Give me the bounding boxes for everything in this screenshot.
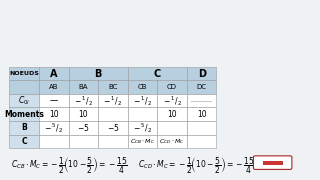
Bar (98, 107, 128, 121)
Bar (98, 80, 128, 94)
Text: NOEUDS: NOEUDS (9, 71, 39, 76)
Text: Moments: Moments (4, 110, 44, 119)
Bar (157, 107, 187, 121)
Text: C: C (21, 137, 27, 146)
Bar (157, 121, 187, 135)
Bar (157, 80, 187, 94)
Text: $-\,^{1}/_{2}$: $-\,^{1}/_{2}$ (103, 94, 122, 108)
FancyBboxPatch shape (253, 156, 292, 169)
Bar (9, 80, 39, 94)
Bar (98, 135, 128, 148)
Bar (39, 80, 68, 94)
Text: BA: BA (79, 84, 88, 90)
Text: $C_{CD}\cdot M_C$: $C_{CD}\cdot M_C$ (159, 137, 185, 146)
Bar (9, 107, 39, 121)
Text: $-5$: $-5$ (107, 122, 119, 133)
Bar (157, 94, 187, 107)
Text: A: A (50, 69, 58, 78)
Text: BC: BC (108, 84, 117, 90)
Text: D: D (198, 69, 206, 78)
Text: $C_{CB}\cdot M_C = -\dfrac{1}{2}\!\left(10 - \dfrac{5}{2}\right) = -\dfrac{15}{4: $C_{CB}\cdot M_C = -\dfrac{1}{2}\!\left(… (11, 156, 128, 176)
Bar (98, 94, 128, 107)
Bar (187, 135, 216, 148)
Bar (68, 135, 98, 148)
Text: B: B (21, 123, 27, 132)
Text: $C_{0i}$: $C_{0i}$ (18, 94, 30, 107)
Text: 10: 10 (167, 110, 177, 119)
Bar (98, 121, 128, 135)
Bar (128, 80, 157, 94)
Bar (157, 135, 187, 148)
Text: $-\,^{5}/_{2}$: $-\,^{5}/_{2}$ (133, 121, 152, 135)
Bar (187, 121, 216, 135)
Bar (128, 94, 157, 107)
Text: —: — (50, 96, 58, 105)
Bar (39, 67, 68, 80)
Bar (128, 135, 157, 148)
Text: C: C (154, 69, 161, 78)
Bar (187, 80, 216, 94)
Bar (128, 107, 157, 121)
Text: $-\,^{1}/_{2}$: $-\,^{1}/_{2}$ (133, 94, 152, 108)
Bar (9, 135, 39, 148)
Bar (39, 121, 68, 135)
Bar (68, 107, 98, 121)
Text: ...........: ........... (191, 98, 213, 103)
Bar (187, 94, 216, 107)
Bar (9, 67, 39, 80)
Bar (39, 135, 68, 148)
Text: CB: CB (138, 84, 147, 90)
Bar (9, 94, 39, 107)
Bar (187, 107, 216, 121)
Text: $-\,^{5}/_{2}$: $-\,^{5}/_{2}$ (44, 121, 63, 135)
Text: B: B (94, 69, 102, 78)
Text: $-\,^{1}/_{2}$: $-\,^{1}/_{2}$ (163, 94, 181, 108)
Text: 10: 10 (197, 110, 206, 119)
Bar (39, 107, 68, 121)
Text: 10: 10 (78, 110, 88, 119)
Bar (9, 121, 39, 135)
Bar (263, 161, 283, 165)
Bar (68, 94, 98, 107)
Bar (187, 67, 216, 80)
Bar (68, 121, 98, 135)
Text: DC: DC (197, 84, 207, 90)
Text: AB: AB (49, 84, 59, 90)
Bar (128, 121, 157, 135)
Text: $C_{CD}\cdot M_C = -\dfrac{1}{2}\!\left(10 - \dfrac{5}{2}\right) = -\dfrac{15}{4: $C_{CD}\cdot M_C = -\dfrac{1}{2}\!\left(… (138, 156, 255, 176)
Bar (128, 67, 187, 80)
Bar (68, 67, 128, 80)
Text: CD: CD (167, 84, 177, 90)
Bar (68, 80, 98, 94)
Text: $-\,^{1}/_{2}$: $-\,^{1}/_{2}$ (74, 94, 93, 108)
Text: $C_{CB}\cdot M_C$: $C_{CB}\cdot M_C$ (130, 137, 155, 146)
Text: 10: 10 (49, 110, 59, 119)
Text: $-5$: $-5$ (77, 122, 90, 133)
Bar (39, 94, 68, 107)
